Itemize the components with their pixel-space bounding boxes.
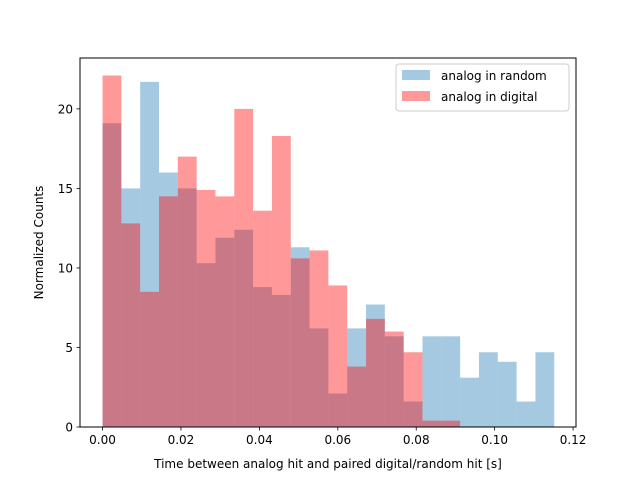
bar-series-0-bin-9 [271,294,291,427]
bar-series-0-bin-12 [328,393,348,427]
bar-series-1-bin-13 [347,366,367,427]
x-tick-label: 0.00 [89,433,116,447]
bar-series-0-bin-1 [121,188,141,427]
y-tick-label: 15 [58,182,73,196]
bar-series-0-bin-14 [366,304,385,427]
bar-series-0-bin-3 [159,172,178,427]
x-axis-label: Time between analog hit and paired digit… [153,457,502,471]
bar-series-1-bin-18 [441,420,461,427]
bar-series-0-bin-19 [460,377,479,427]
plot-frame [79,57,577,428]
legend-label-series-1: analog in digital [441,90,537,104]
bar-series-0-bin-8 [253,287,272,427]
bar-series-1-bin-14 [366,318,385,427]
bar-series-0-bin-5 [196,263,216,427]
bar-series-0-bin-11 [309,328,329,427]
y-tick-label: 20 [58,102,73,116]
y-axis-label: Normalized Counts [32,186,46,300]
x-tick-label: 0.12 [560,433,587,447]
bar-series-1-bin-17 [422,420,442,427]
bar-series-0-bin-2 [140,81,160,428]
bar-series-0-bin-17 [422,336,442,427]
bar-series-1-bin-2 [140,291,160,427]
x-tick-label: 0.06 [324,433,351,447]
legend: analog in random analog in digital [395,63,570,112]
bar-series-1-bin-10 [290,258,310,427]
bar-series-1-bin-16 [403,352,423,427]
x-tick-label: 0.08 [403,433,430,447]
y-tick-label: 0 [65,421,73,435]
x-axis: 0.00 0.02 0.04 0.06 0.08 0.10 0.12 [89,427,586,447]
legend-swatch-series-0 [402,70,430,80]
bar-series-1-bin-12 [328,285,348,427]
bar-series-0-bin-20 [478,352,498,427]
bar-series-0-bin-21 [497,361,517,427]
bar-series-0-bin-18 [441,336,461,427]
x-tick-label: 0.10 [481,433,508,447]
bar-series-1-bin-9 [271,135,291,427]
bar-series-1-bin-3 [159,196,178,428]
bar-series-1-bin-4 [177,156,197,428]
y-tick-label: 5 [65,341,73,355]
x-tick-label: 0.02 [168,433,195,447]
bar-series-0-bin-16 [403,401,423,427]
bar-series-0-bin-22 [516,401,536,427]
bar-series-1-bin-1 [121,223,141,427]
bar-series-0-bin-13 [347,328,367,427]
y-axis: 0 5 10 15 20 [58,102,80,435]
bars-layer [102,75,555,428]
bar-series-1-bin-7 [234,108,254,428]
bar-series-0-bin-15 [384,336,404,427]
bar-series-1-bin-0 [102,75,122,427]
bar-series-0-bin-6 [215,237,235,427]
legend-swatch-series-1 [402,91,430,101]
y-tick-label: 10 [58,261,73,275]
bar-series-1-bin-6 [215,196,235,428]
bar-series-1-bin-5 [196,190,216,427]
bar-series-0-bin-4 [177,188,197,427]
bar-series-0-bin-0 [102,123,122,428]
bar-series-0-bin-10 [290,247,310,427]
legend-frame [395,63,570,112]
bar-series-1-bin-15 [384,331,404,427]
legend-label-series-0: analog in random [441,69,547,83]
bar-series-0-bin-7 [234,229,254,427]
bar-series-0-bin-23 [535,352,555,427]
x-tick-label: 0.04 [246,433,273,447]
bar-series-1-bin-11 [309,250,329,427]
bar-series-1-bin-8 [253,210,272,427]
